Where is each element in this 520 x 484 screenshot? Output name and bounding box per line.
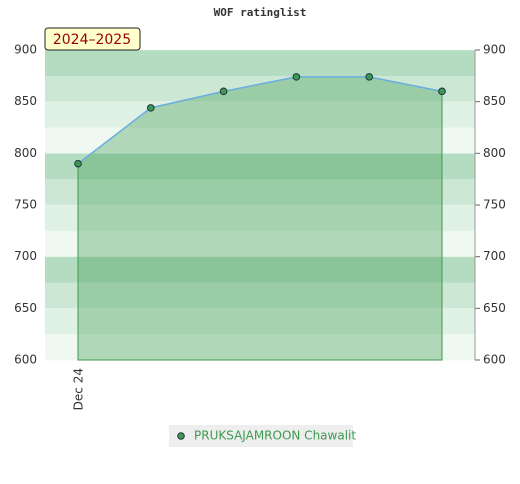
y2-tick-label: 600	[483, 353, 506, 367]
y2-tick-label: 700	[483, 249, 506, 263]
y2-tick-label: 900	[483, 43, 506, 57]
background-stripe	[45, 127, 475, 154]
y2-tick-label: 800	[483, 146, 506, 160]
y-tick-label: 650	[14, 301, 37, 315]
point	[74, 159, 82, 168]
point	[365, 73, 374, 81]
background-stripe	[45, 101, 475, 128]
point	[292, 73, 301, 81]
y2-tick-label: 750	[483, 198, 506, 212]
background-stripe	[45, 205, 475, 232]
legend-marker	[177, 432, 185, 440]
y-tick-label: 800	[14, 146, 37, 160]
annotation: 2024–2025	[53, 32, 131, 48]
background-stripe	[45, 179, 475, 206]
background-stripe	[45, 334, 475, 361]
background-stripe	[45, 50, 475, 77]
background-stripe	[45, 256, 475, 283]
y-tick-label: 900	[14, 43, 37, 57]
annotation-box	[44, 27, 141, 51]
point	[438, 87, 446, 96]
y-tick-label: 600	[14, 353, 37, 367]
y-tick-label: 700	[14, 249, 37, 263]
y2-tick-label: 850	[483, 94, 506, 108]
background-stripe	[45, 230, 475, 258]
background-stripe	[45, 153, 475, 180]
y-tick-label: 850	[14, 94, 37, 108]
point	[219, 87, 228, 96]
background-stripe	[45, 282, 475, 309]
line	[77, 76, 443, 165]
background-stripe	[45, 75, 475, 103]
y-tick-label: 750	[14, 198, 37, 212]
chart-title: WOF ratinglist	[214, 6, 307, 19]
y2-tick-label: 650	[483, 301, 506, 315]
point	[147, 104, 155, 112]
x-tick-label: Dec 24	[72, 368, 86, 410]
legend-box	[169, 425, 353, 447]
background-stripe	[45, 308, 475, 335]
legend-label: PRUKSAJAMROON Chawalit	[194, 429, 356, 443]
